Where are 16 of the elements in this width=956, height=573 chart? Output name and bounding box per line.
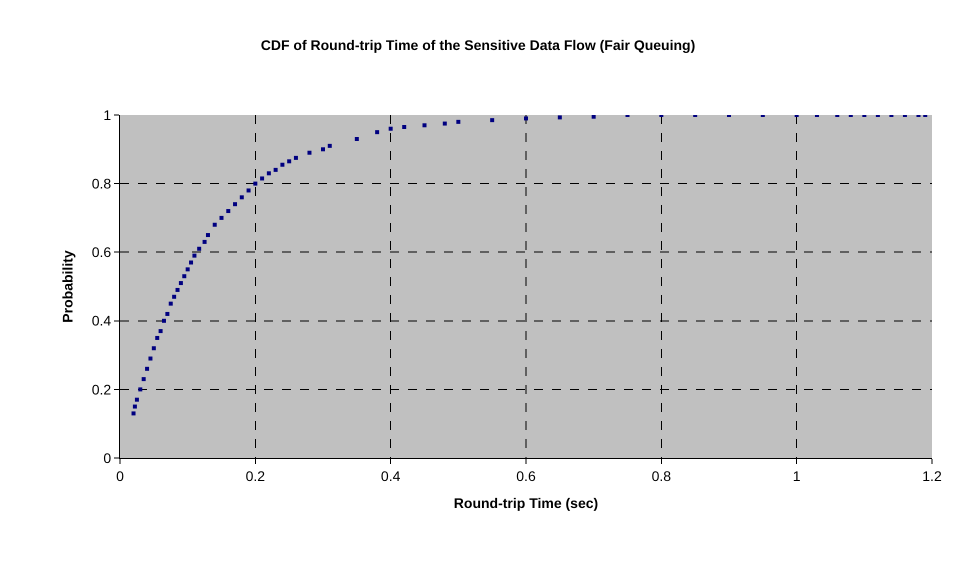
y-tick-label: 1: [103, 106, 112, 123]
y-axis-title: Probability: [59, 250, 76, 323]
y-tick-label: 0.6: [92, 244, 112, 260]
x-tick-label: 0.6: [516, 468, 536, 484]
x-tick-label: 1: [792, 468, 801, 484]
x-tick-label: 0: [116, 468, 124, 484]
chart-title: CDF of Round-trip Time of the Sensitive Data Flow (Fair Queuing): [260, 36, 696, 53]
y-tick-label: 0: [103, 450, 112, 466]
x-tick-label: 0.4: [380, 468, 401, 484]
x-tick-label: 1.2: [922, 468, 942, 484]
y-tick-label: 0.4: [92, 312, 112, 329]
x-tick-label: 0.2: [246, 468, 266, 484]
x-axis-title: Round-trip Time (sec): [454, 495, 598, 512]
x-tick-label: 0.8: [652, 468, 672, 484]
y-tick-label: 0.8: [92, 176, 112, 192]
y-tick-label: 0.2: [92, 381, 112, 398]
